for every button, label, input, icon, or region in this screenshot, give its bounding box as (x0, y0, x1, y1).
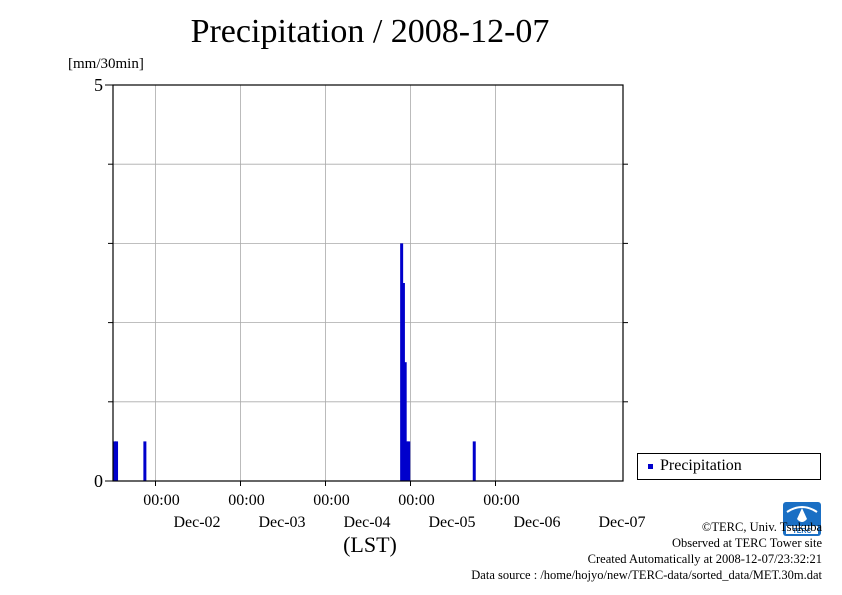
terc-logo: TERC (783, 502, 821, 536)
chart-title: Precipitation / 2008-12-07 (190, 13, 550, 50)
x-tick-label-time: 00:00 (483, 492, 519, 509)
credit-copyright: ©TERC, Univ. Tsukuba (701, 520, 822, 534)
x-tick-label-time: 00:00 (143, 492, 179, 509)
x-tick-label-time: 00:00 (228, 492, 264, 509)
logo-text: TERC (792, 528, 811, 535)
y-tick-label: 5 (94, 75, 103, 95)
precip-bar (403, 362, 407, 481)
plot-frame (112, 84, 624, 482)
x-tick-label-day: Dec-03 (258, 514, 305, 531)
x-tick-label-time: 00:00 (398, 492, 434, 509)
legend-label: Precipitation (660, 457, 742, 474)
precip-bar (143, 441, 147, 481)
precip-bar (113, 441, 117, 481)
precip-bar (115, 441, 119, 481)
x-tick-label-day: Dec-07 (598, 514, 645, 531)
x-tick-label-day: Dec-05 (428, 514, 475, 531)
precip-bar (405, 441, 409, 481)
x-tick-label-time: 00:00 (313, 492, 349, 509)
credit-created: Created Automatically at 2008-12-07/23:3… (587, 552, 822, 566)
precip-bar (407, 441, 411, 481)
precip-bar (400, 243, 404, 481)
x-tick-label-day: Dec-02 (173, 514, 220, 531)
legend-swatch (648, 464, 653, 469)
x-tick-label-day: Dec-06 (513, 514, 560, 531)
credit-observed: Observed at TERC Tower site (671, 536, 822, 550)
x-tick-label-day: Dec-04 (343, 514, 390, 531)
precip-bar (472, 441, 476, 481)
y-tick-label: 0 (94, 471, 103, 491)
x-axis-label: (LST) (343, 532, 397, 557)
y-axis-label: [mm/30min] (68, 56, 144, 72)
credit-source: Data source : /home/hojyo/new/TERC-data/… (471, 568, 822, 582)
credits-block: ©TERC, Univ. Tsukuba Observed at TERC To… (471, 519, 822, 583)
precip-bar (401, 283, 405, 481)
legend: Precipitation (637, 453, 821, 480)
terc-logo-icon: TERC (783, 502, 821, 536)
